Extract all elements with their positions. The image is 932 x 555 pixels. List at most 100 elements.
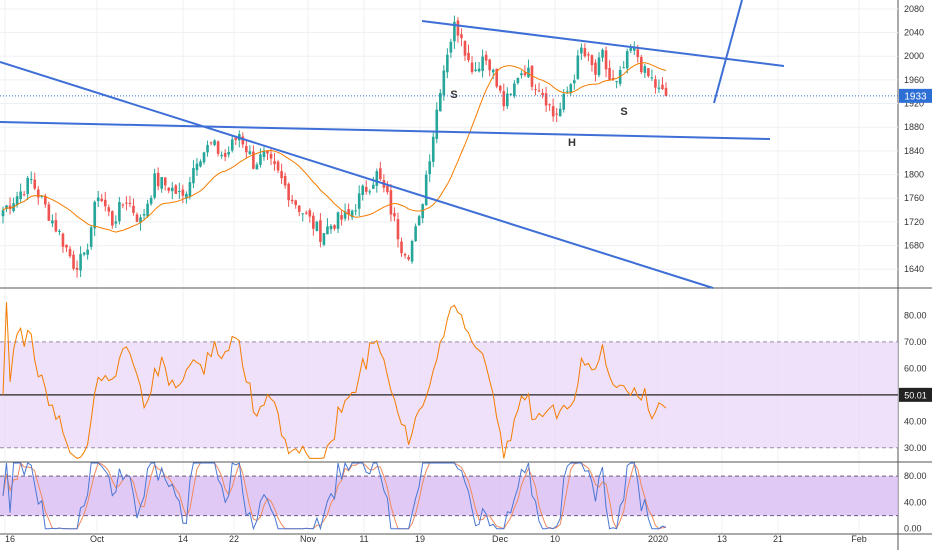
candle-body (636, 49, 640, 58)
candle-body (202, 152, 206, 163)
price-tick-label: 1680 (904, 241, 924, 251)
candle-body (340, 215, 343, 220)
candle-body (467, 52, 470, 61)
candle-body (449, 41, 453, 53)
candle-body (234, 137, 238, 140)
candle-body (594, 62, 597, 75)
candle-body (520, 73, 523, 76)
candle-body (414, 226, 417, 242)
candle-body (47, 204, 51, 221)
candle-body (128, 202, 132, 204)
x-tick-label: 14 (178, 534, 188, 544)
candle-body (534, 89, 537, 91)
candle-body (608, 68, 611, 80)
candle-body (181, 189, 185, 196)
candle-body (597, 57, 601, 76)
candle-body (643, 66, 647, 73)
candle-body (417, 216, 421, 226)
rsi-tick-label: 80.00 (904, 310, 927, 320)
x-tick-label: 10 (550, 534, 560, 544)
candle-body (558, 108, 562, 117)
candle-body (213, 140, 216, 146)
candle-body (135, 214, 139, 222)
candle-body (103, 199, 107, 207)
candle-body (163, 177, 167, 186)
candle-body (456, 20, 460, 36)
candle-body (146, 203, 149, 217)
candle-body (22, 194, 26, 196)
candle-body (364, 186, 368, 192)
candle-body (438, 93, 442, 112)
candle-body (51, 220, 54, 224)
candle-body (252, 151, 255, 169)
candle-body (312, 215, 315, 229)
candle-body (188, 182, 192, 197)
candle-body (301, 213, 305, 215)
candle-body (118, 202, 121, 222)
x-tick-label: Dec (492, 534, 509, 544)
candle-body (283, 175, 287, 186)
candle-body (474, 69, 477, 71)
x-tick-label: Oct (90, 534, 105, 544)
candle-body (435, 109, 439, 139)
candle-body (241, 136, 245, 145)
candle-body (604, 50, 608, 70)
price-tick-label: 2080 (904, 4, 924, 14)
candle-body (555, 113, 558, 115)
candle-body (259, 154, 262, 165)
candle-body (650, 77, 654, 79)
candle-body (622, 67, 625, 69)
candle-body (26, 177, 29, 194)
candle-body (273, 161, 276, 165)
candle-body (590, 55, 594, 66)
candle-body (276, 161, 280, 171)
candle-body (290, 199, 294, 202)
candle-body (640, 56, 643, 73)
candle-body (269, 153, 273, 159)
candle-body (580, 47, 583, 54)
candle-body (654, 79, 657, 88)
candle-body (460, 34, 463, 39)
candle-body (8, 205, 12, 210)
candle-body (375, 171, 379, 186)
candle-body (185, 193, 188, 199)
candle-body (248, 151, 252, 155)
candle-body (156, 172, 160, 187)
candle-body (357, 193, 361, 209)
candle-body (576, 55, 580, 79)
candle-body (199, 161, 202, 167)
candle-body (647, 68, 650, 77)
rsi-tick-label: 40.00 (904, 416, 927, 426)
candle-body (33, 179, 37, 189)
candle-body (502, 91, 506, 107)
candle-body (569, 84, 573, 94)
candle-body (389, 190, 393, 215)
candle-body (167, 187, 171, 191)
candle-body (36, 189, 40, 198)
candle-body (294, 200, 298, 206)
candle-body (82, 252, 86, 255)
candle-body (75, 267, 79, 270)
candle-body (61, 233, 65, 247)
candle-body (304, 212, 308, 214)
candle-body (315, 221, 319, 232)
candle-body (516, 77, 520, 83)
candle-body (368, 191, 372, 193)
pattern-annotation: S (620, 106, 627, 118)
price-tick-label: 2040 (904, 28, 924, 38)
candle-body (498, 85, 502, 91)
x-tick-label: 13 (717, 534, 727, 544)
candle-body (266, 150, 269, 154)
candle-body (114, 221, 118, 224)
candle-body (453, 21, 456, 42)
candle-body (195, 163, 199, 171)
candle-body (371, 184, 375, 189)
x-tick-label: 11 (359, 534, 368, 544)
candle-body (446, 54, 449, 73)
candle-body (262, 150, 266, 158)
rsi-value-badge (899, 387, 932, 402)
candle-body (428, 161, 432, 175)
rsi-tick-label: 60.00 (904, 363, 927, 373)
candle-body (86, 249, 89, 255)
